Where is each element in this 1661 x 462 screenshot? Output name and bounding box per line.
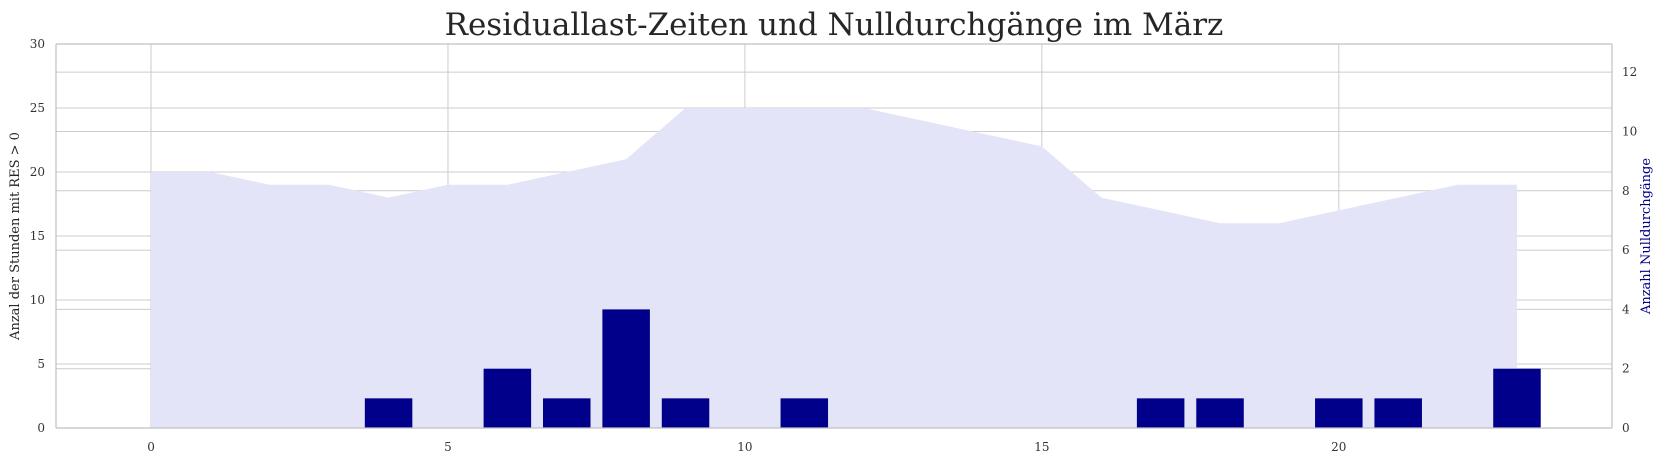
zero-crossing-bar [661, 398, 710, 428]
zero-crossing-bar [364, 398, 413, 428]
y-tick-label-left: 25 [30, 101, 45, 115]
chart-title: Residuallast-Zeiten und Nulldurchgänge i… [445, 7, 1224, 43]
y-axis-label-left: Anzal der Stunden mit RES > 0 [8, 132, 23, 341]
y-tick-label-left: 20 [30, 165, 45, 179]
y-tick-label-left: 30 [30, 37, 45, 51]
zero-crossing-bar [1136, 398, 1185, 428]
zero-crossing-bar [1493, 368, 1541, 428]
y-tick-label-right: 12 [1622, 65, 1637, 79]
zero-crossing-bar [483, 368, 532, 428]
zero-crossing-bar [602, 309, 650, 428]
y-tick-label-left: 10 [30, 293, 45, 307]
residual-hours-area [151, 108, 1517, 428]
tick-layer: 0 5 10 15 20 0 5 10 15 20 25 30 0 2 4 6 8 10 12 [30, 37, 1638, 454]
y-axis-label-right: Anzahl Nulldurchgänge [1639, 158, 1654, 315]
y-tick-label-right: 4 [1622, 302, 1630, 316]
area-layer [151, 108, 1517, 428]
axis-layer [55, 43, 1613, 429]
zero-crossing-bar [1374, 398, 1422, 428]
zero-crossing-bar [542, 398, 591, 428]
y-tick-label-left: 15 [30, 229, 45, 243]
bar-layer [364, 309, 1541, 428]
y-tick-label-right: 6 [1622, 243, 1630, 257]
x-tick-label: 10 [737, 440, 752, 454]
x-tick-label: 5 [444, 440, 452, 454]
zero-crossing-bar [780, 398, 829, 428]
y-tick-label-right: 0 [1622, 421, 1630, 435]
y-tick-label-left: 0 [37, 421, 45, 435]
y-tick-label-left: 5 [37, 357, 45, 371]
y-tick-label-right: 10 [1622, 124, 1637, 138]
x-tick-label: 15 [1034, 440, 1049, 454]
y-tick-label-right: 8 [1622, 184, 1630, 198]
y-tick-label-right: 2 [1622, 362, 1630, 376]
x-tick-label: 0 [147, 440, 155, 454]
x-tick-label: 20 [1331, 440, 1346, 454]
zero-crossing-bar [1315, 398, 1363, 428]
zero-crossing-bar [1196, 398, 1244, 428]
